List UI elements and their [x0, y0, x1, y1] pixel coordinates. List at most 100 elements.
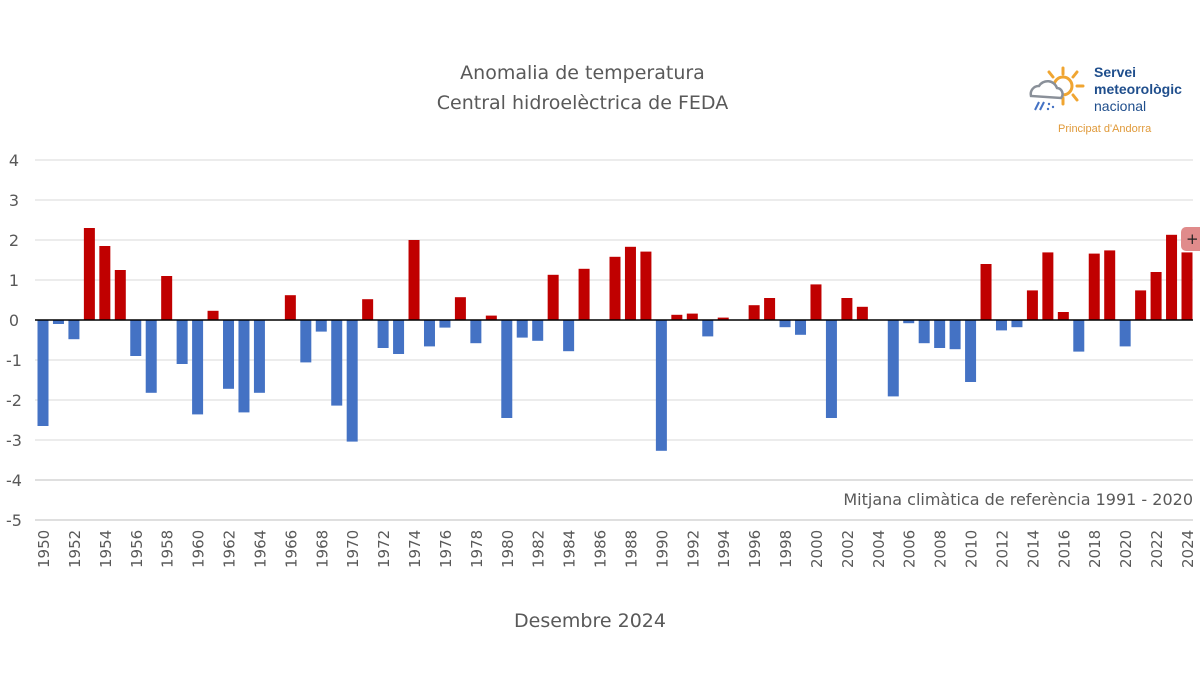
- x-tick-label: 1974: [406, 530, 424, 568]
- bar-2012: [995, 320, 1007, 331]
- x-tick-label: 1984: [561, 530, 579, 568]
- bar-2009: [949, 320, 961, 350]
- y-tick-label: -5: [6, 511, 22, 530]
- bar-1967: [300, 320, 312, 363]
- bar-2008: [934, 320, 946, 348]
- bar-2003: [856, 306, 868, 320]
- expand-badge[interactable]: +: [1181, 227, 1200, 251]
- bar-1985: [578, 268, 590, 320]
- bar-1979: [485, 315, 497, 320]
- bar-2005: [887, 320, 899, 397]
- bar-1962: [223, 320, 235, 389]
- x-tick-label: 1956: [128, 530, 146, 568]
- bar-1980: [501, 320, 513, 418]
- x-tick-label: 2024: [1179, 530, 1197, 568]
- bar-2006: [903, 320, 915, 324]
- bar-1950: [37, 320, 49, 426]
- x-tick-label: 2000: [808, 530, 826, 568]
- logo-line3: nacional: [1094, 98, 1147, 114]
- bar-2021: [1135, 290, 1147, 320]
- bar-1996: [748, 305, 760, 320]
- x-tick-label: 2002: [839, 530, 857, 568]
- bar-1993: [702, 320, 714, 337]
- logo-line2: meteorològic: [1094, 81, 1182, 97]
- bar-1955: [114, 270, 126, 320]
- smn-logo: [1025, 62, 1200, 142]
- y-tick-label: -2: [6, 391, 22, 410]
- x-tick-label: 1994: [715, 530, 733, 568]
- bar-1960: [192, 320, 204, 415]
- logo-text: Servei meteorològic nacional: [1094, 64, 1182, 115]
- x-tick-label: 2010: [963, 530, 981, 568]
- bar-2016: [1057, 312, 1069, 320]
- bar-2014: [1026, 290, 1038, 320]
- bar-2007: [918, 320, 930, 344]
- y-tick-label: 1: [9, 271, 19, 290]
- bar-1966: [284, 295, 296, 320]
- x-tick-label: 1958: [159, 530, 177, 568]
- x-tick-label: 2016: [1055, 530, 1073, 568]
- x-tick-label: 1950: [35, 530, 53, 568]
- x-tick-label: 2014: [1024, 530, 1042, 568]
- x-tick-label: 1976: [437, 530, 455, 568]
- bar-1952: [68, 320, 80, 340]
- x-tick-label: 2012: [993, 530, 1011, 568]
- bar-1958: [161, 276, 173, 320]
- x-tick-label: 1966: [282, 530, 300, 568]
- bar-1973: [393, 320, 405, 354]
- bar-1953: [83, 228, 95, 320]
- bar-2001: [825, 320, 837, 418]
- x-tick-label: 2008: [932, 530, 950, 568]
- logo-subtitle: Principat d'Andorra: [1058, 123, 1152, 135]
- bar-1971: [362, 299, 374, 320]
- bar-1997: [764, 298, 776, 320]
- bar-2011: [980, 264, 992, 320]
- bar-1991: [671, 314, 683, 320]
- y-tick-label: 4: [9, 151, 19, 170]
- y-tick-label: -4: [6, 471, 22, 490]
- x-tick-label: 1982: [530, 530, 548, 568]
- bar-1956: [130, 320, 142, 356]
- x-tick-label: 1954: [97, 530, 115, 568]
- bar-1969: [331, 320, 343, 406]
- bar-2002: [841, 298, 853, 320]
- bar-1990: [655, 320, 667, 451]
- chart-title-line2: Central hidroelèctrica de FEDA: [436, 92, 729, 114]
- bar-1964: [253, 320, 265, 393]
- bar-1981: [516, 320, 528, 338]
- x-axis-title: Desembre 2024: [514, 610, 666, 632]
- bar-1984: [563, 320, 575, 352]
- bar-1992: [686, 313, 698, 320]
- sun-cloud-rain-icon: [1029, 66, 1085, 111]
- bar-1978: [470, 320, 482, 344]
- bar-1957: [145, 320, 157, 393]
- reference-period-note: Mitjana climàtica de referència 1991 - 2…: [843, 490, 1193, 509]
- bar-1982: [532, 320, 544, 341]
- bar-1961: [207, 310, 219, 320]
- x-tick-label: 2022: [1148, 530, 1166, 568]
- bar-2015: [1042, 252, 1054, 320]
- logo-line1: Servei: [1094, 64, 1137, 80]
- bar-2022: [1150, 272, 1162, 320]
- bar-2024: [1181, 252, 1193, 320]
- bar-1972: [377, 320, 389, 348]
- bar-1988: [624, 246, 636, 320]
- x-tick-label: 1988: [622, 530, 640, 568]
- bar-2013: [1011, 320, 1023, 328]
- x-tick-label: 1980: [499, 530, 517, 568]
- bar-1976: [439, 320, 451, 328]
- bar-1987: [609, 256, 621, 320]
- x-tick-label: 2018: [1086, 530, 1104, 568]
- bar-1963: [238, 320, 250, 413]
- bar-2019: [1104, 250, 1116, 320]
- x-tick-label: 1970: [344, 530, 362, 568]
- bar-2020: [1119, 320, 1131, 347]
- bar-1989: [640, 251, 652, 320]
- x-tick-label: 1996: [746, 530, 764, 568]
- x-tick-label: 1972: [375, 530, 393, 568]
- bar-1974: [408, 240, 420, 320]
- y-tick-label: -1: [6, 351, 22, 370]
- bar-2010: [965, 320, 977, 382]
- y-tick-label: 0: [9, 311, 19, 330]
